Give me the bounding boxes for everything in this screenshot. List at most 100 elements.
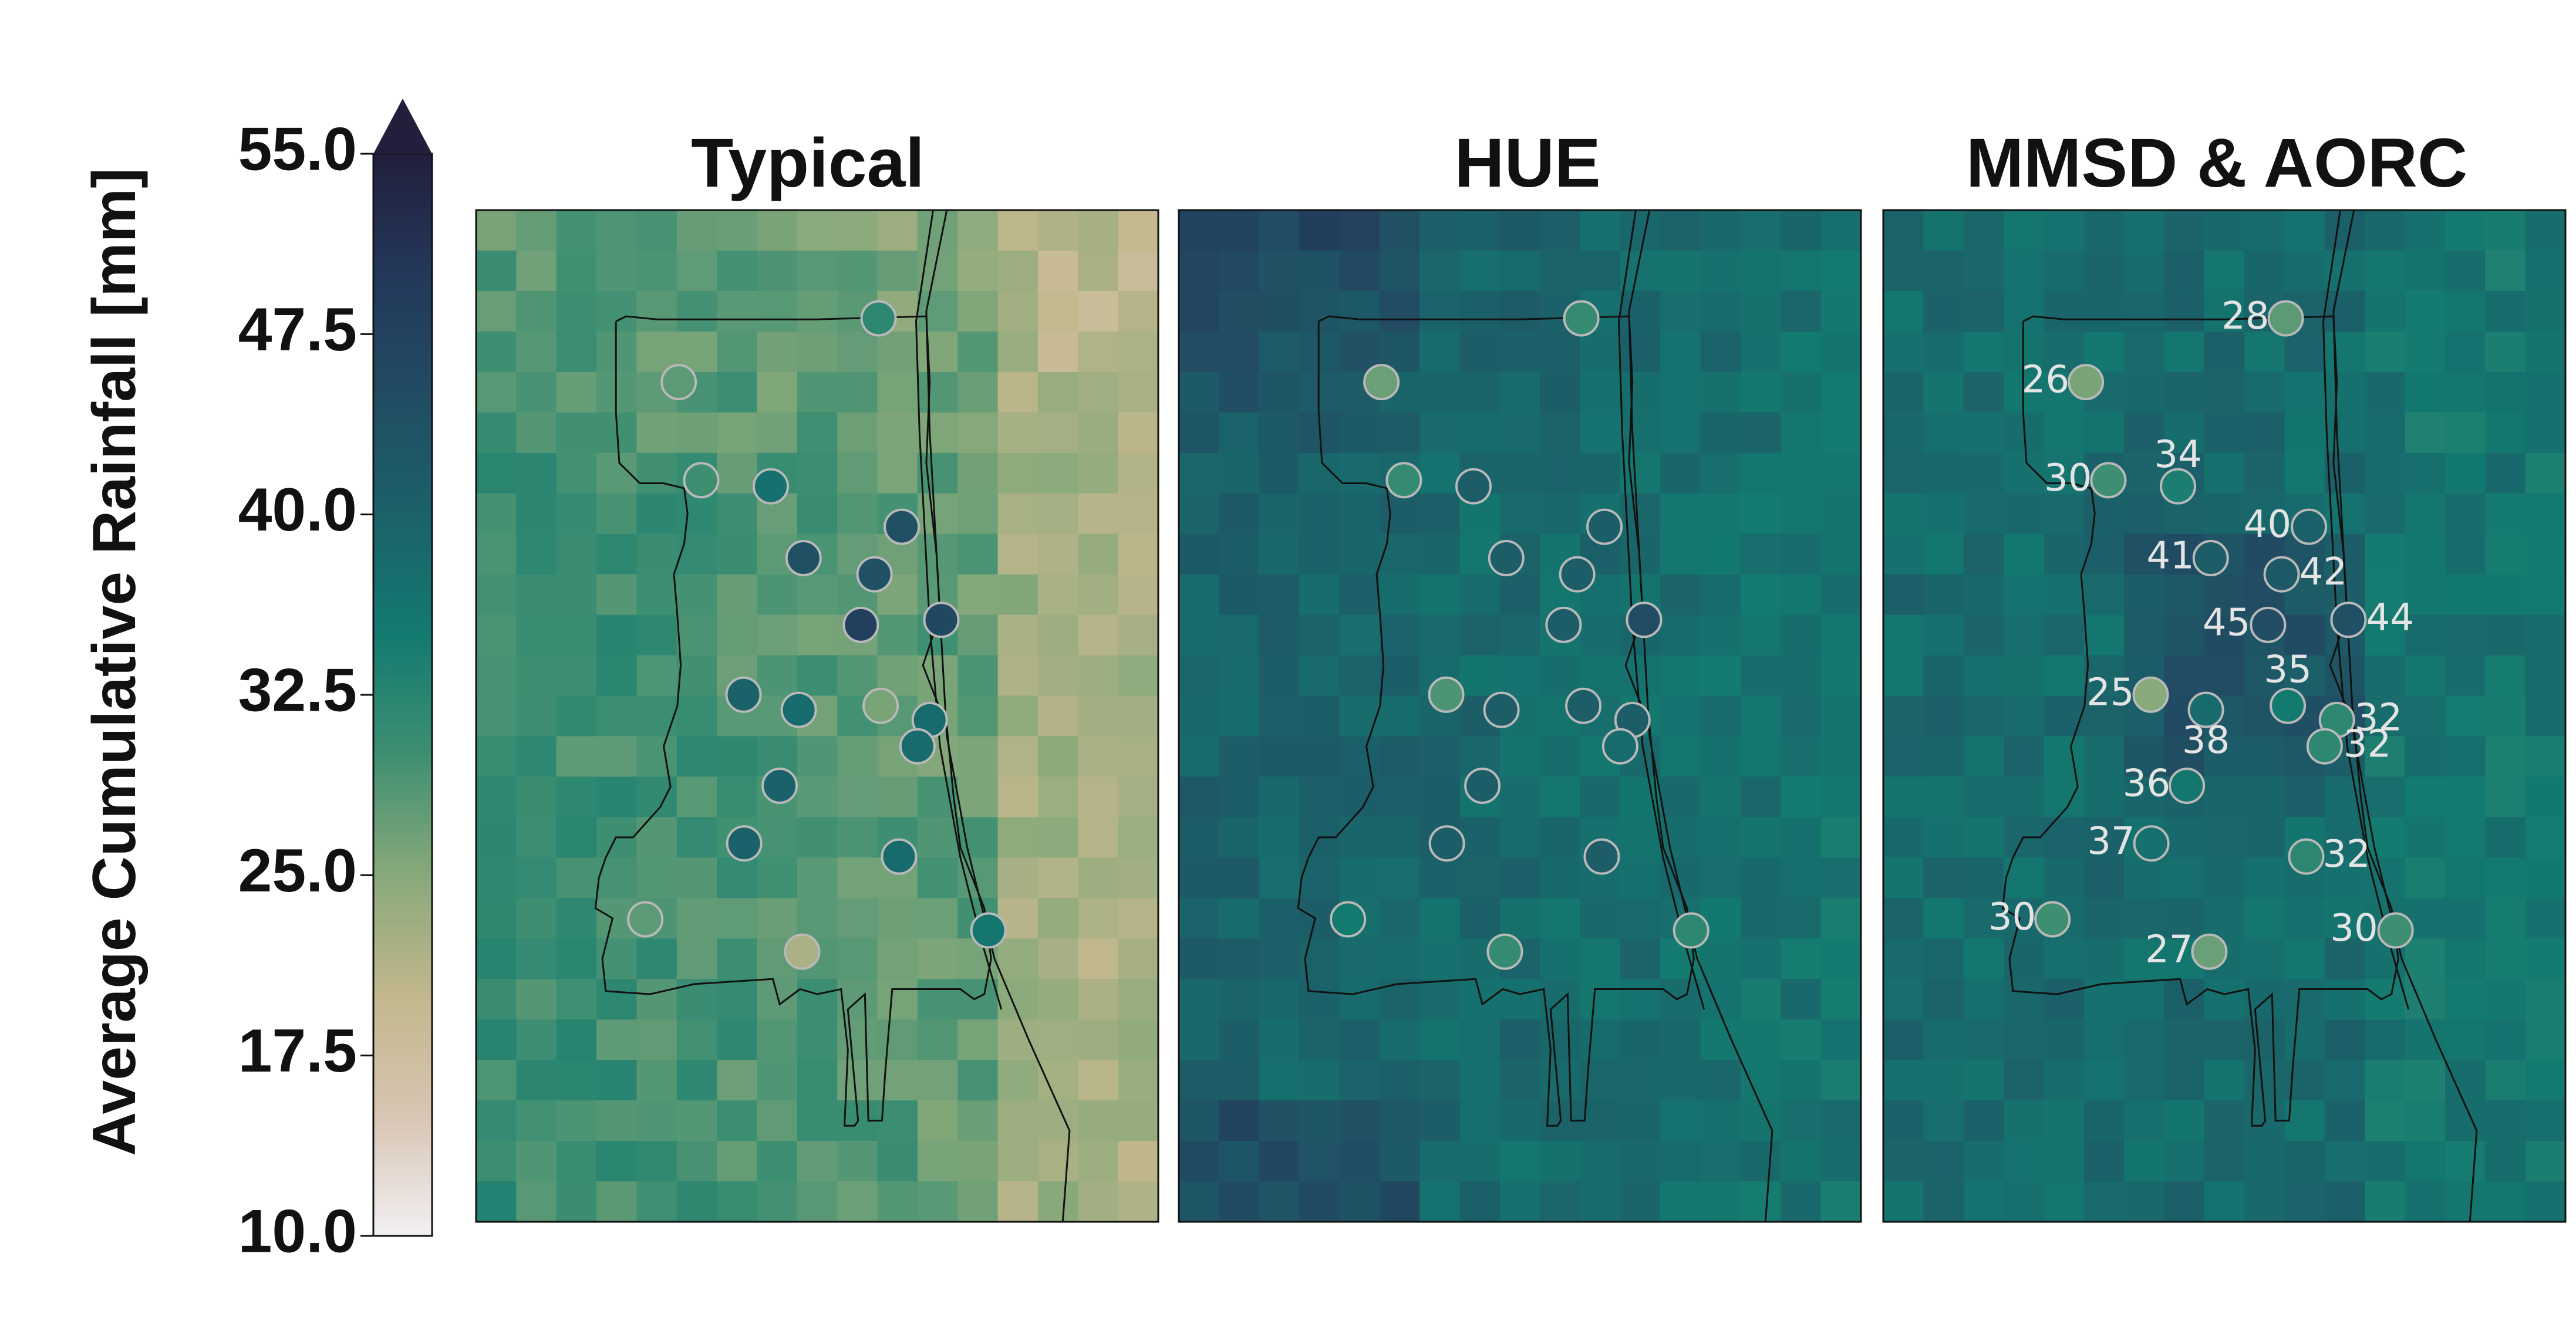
grid-cell <box>1740 493 1781 535</box>
grid-cell <box>2204 1100 2245 1141</box>
grid-cell <box>1820 493 1861 535</box>
grid-cell <box>1540 736 1581 778</box>
grid-cell <box>2284 210 2325 251</box>
grid-cell <box>1459 857 1501 898</box>
grid-cell <box>757 331 798 373</box>
grid-cell <box>2164 412 2205 454</box>
grid-cell <box>2525 776 2565 817</box>
grid-cell <box>2044 979 2085 1020</box>
grid-cell <box>2444 979 2486 1020</box>
grid-cell <box>1781 979 1822 1020</box>
grid-cell <box>1379 776 1420 817</box>
grid-cell <box>1700 452 1741 494</box>
grid-cell <box>676 614 717 656</box>
grid-cell <box>1660 1060 1701 1101</box>
grid-cell <box>1620 1060 1661 1101</box>
grid-cell <box>2124 250 2165 292</box>
grid-cell <box>2405 1019 2446 1060</box>
grid-cell <box>1459 1060 1501 1101</box>
grid-cell <box>1339 736 1380 778</box>
grid-cell <box>1299 695 1340 737</box>
grid-cell <box>1179 614 1219 656</box>
grid-cell <box>717 1181 758 1222</box>
grid-cell <box>596 655 638 697</box>
grid-cell <box>1620 412 1661 454</box>
map-panel-typical <box>475 209 1159 1223</box>
grid-cell <box>1459 979 1501 1020</box>
colorbar-tick-label: 10.0 <box>238 1197 357 1265</box>
grid-cell <box>1299 776 1340 817</box>
grid-cell <box>1037 857 1078 898</box>
grid-cell <box>1420 1181 1461 1222</box>
grid-cell <box>636 736 677 778</box>
grid-cell <box>1883 817 1924 858</box>
grid-cell <box>2485 210 2526 251</box>
grid-cell <box>2244 898 2285 939</box>
grid-cell <box>2244 655 2285 697</box>
station-marker <box>2291 508 2328 545</box>
grid-cell <box>797 1019 838 1060</box>
grid-cell <box>877 898 918 939</box>
shoreline <box>1628 210 1773 1222</box>
colorbar-ticks: 10.0 17.5 25.0 32.5 40.0 47.5 55.0 <box>238 115 373 1265</box>
grid-cell <box>1820 817 1861 858</box>
grid-cell <box>1740 898 1781 939</box>
station-value-label: 35 <box>2264 648 2311 691</box>
grid-cell <box>1499 776 1540 817</box>
grid-cell <box>1660 1141 1701 1182</box>
grid-cell <box>476 574 517 616</box>
grid-cell <box>476 493 517 535</box>
grid-cell <box>1883 938 1924 979</box>
grid-cell <box>2284 1181 2325 1222</box>
grid-cell <box>2324 452 2365 494</box>
grid-cell <box>2525 817 2565 858</box>
grid-cell <box>636 1060 677 1101</box>
grid-cell <box>2164 210 2205 251</box>
grid-cell <box>1700 574 1741 616</box>
grid-cell <box>2244 857 2285 898</box>
grid-cell <box>2444 493 2486 535</box>
grid-cell <box>1037 1060 1078 1101</box>
grid-cell <box>1179 1019 1219 1060</box>
grid-cell <box>2324 857 2365 898</box>
grid-cell <box>1820 979 1861 1020</box>
grid-cell <box>556 574 597 616</box>
grid-cell <box>1259 371 1300 413</box>
grid-cell <box>2124 736 2165 778</box>
grid-cell <box>1078 1181 1119 1222</box>
grid-cell <box>1299 614 1340 656</box>
grid-cell <box>1339 817 1380 858</box>
grid-cell <box>1781 776 1822 817</box>
grid-cell <box>1499 371 1540 413</box>
grid-cell <box>1923 493 1964 535</box>
grid-cell <box>516 898 557 939</box>
grid-cell <box>2405 614 2446 656</box>
station-marker <box>2306 728 2343 765</box>
grid-cell <box>1700 736 1741 778</box>
grid-cell <box>717 1019 758 1060</box>
station-marker <box>784 933 821 970</box>
grid-cell <box>1219 1019 1260 1060</box>
grid-cell <box>1339 695 1380 737</box>
grid-cell <box>2083 412 2125 454</box>
grid-cell <box>1379 817 1420 858</box>
grid-cell <box>1499 736 1540 778</box>
colorbar-label: Average Cumulative Rainfall [mm] <box>80 168 149 1156</box>
grid-cell <box>1420 412 1461 454</box>
station-marker <box>2090 462 2127 499</box>
grid-cell <box>1459 1181 1501 1222</box>
grid-cell <box>676 493 717 535</box>
grid-cell <box>2004 776 2045 817</box>
grid-cell <box>1037 290 1078 332</box>
grid-cell <box>2525 533 2565 575</box>
grid-cell <box>1499 1141 1540 1182</box>
grid-cell <box>636 533 677 575</box>
grid-cell <box>1037 412 1078 454</box>
grid-cell <box>2405 736 2446 778</box>
grid-cell <box>1459 614 1501 656</box>
station-marker <box>2263 556 2300 593</box>
grid-cell <box>1820 412 1861 454</box>
grid-cell <box>2244 452 2285 494</box>
grid-cell <box>2324 371 2365 413</box>
grid-cell <box>1420 1060 1461 1101</box>
